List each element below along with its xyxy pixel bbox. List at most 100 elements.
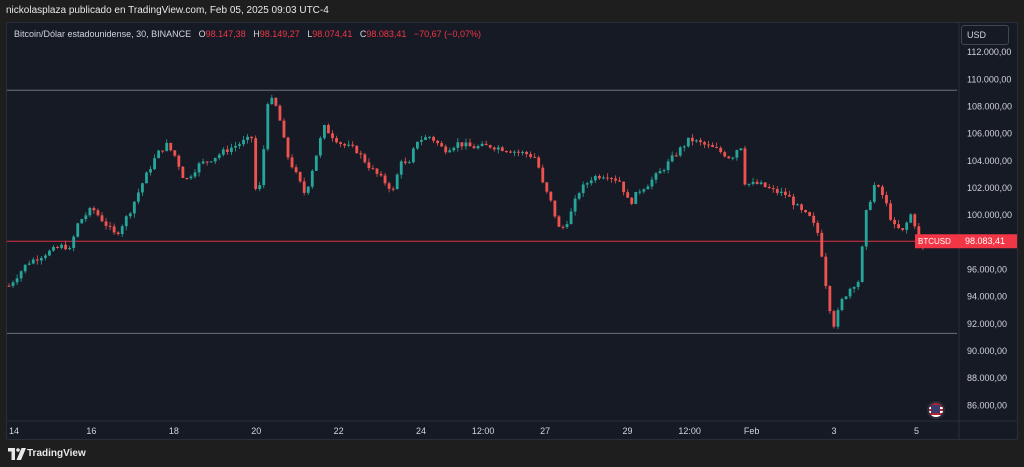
candle-body-up xyxy=(836,310,840,327)
candle-body-up xyxy=(577,193,581,199)
candle-body-up xyxy=(678,147,682,156)
candle-body-down xyxy=(100,215,104,222)
ohlc-legend: Bitcoin/Dólar estadounidense, 30, BINANC… xyxy=(14,29,481,39)
currency-button[interactable]: USD xyxy=(961,25,1009,45)
candle-body-down xyxy=(367,162,371,169)
candle-body-up xyxy=(909,214,913,223)
candle-body-up xyxy=(872,185,876,202)
time-tick-label: 16 xyxy=(86,426,96,436)
candle-body-down xyxy=(529,154,533,157)
us-flag-icon[interactable] xyxy=(927,401,945,419)
candle-body-up xyxy=(638,191,642,193)
symbol-tag-text: BTCUSD xyxy=(918,237,951,246)
candle-body-down xyxy=(440,143,444,147)
candle-body-up xyxy=(565,224,569,228)
candle-body-up xyxy=(347,144,351,146)
price-chart[interactable]: 86.000,00 88.000,00 90.000,00 92.000,00 94.0… xyxy=(7,23,1018,440)
candle-body-up xyxy=(416,141,419,149)
candle-body-down xyxy=(812,215,816,223)
symbol-title: Bitcoin/Dólar estadounidense, 30, BINANC… xyxy=(14,29,192,39)
candle-body-down xyxy=(597,176,601,179)
footer-brand: TradingView xyxy=(27,448,86,459)
candle-body-down xyxy=(64,244,68,250)
candle-body-up xyxy=(76,223,80,237)
candle-body-down xyxy=(472,146,476,149)
candle-body-down xyxy=(444,146,448,153)
candle-body-down xyxy=(509,151,512,153)
footer-bar: TradingView xyxy=(0,441,1024,467)
candle-body-up xyxy=(521,151,524,153)
candle-body-up xyxy=(428,136,431,138)
candle-body-up xyxy=(48,250,51,256)
candle-body-down xyxy=(545,182,549,192)
price-tag-bg xyxy=(959,234,1017,249)
publish-info-text: nickolasplaza publicado en TradingView.c… xyxy=(6,5,329,16)
candle-body-up xyxy=(157,150,161,159)
price-tick-label: 108.000,00 xyxy=(967,102,1012,112)
candle-body-up xyxy=(60,244,63,248)
candle-body-up xyxy=(581,184,585,194)
candle-body-up xyxy=(221,149,225,155)
candle-body-down xyxy=(771,188,775,190)
candle-body-up xyxy=(43,255,47,258)
candle-body-down xyxy=(719,147,723,153)
candle-body-down xyxy=(391,188,395,190)
candle-body-down xyxy=(610,178,613,180)
candle-body-down xyxy=(525,151,528,155)
candle-body-up xyxy=(695,140,698,142)
candle-body-down xyxy=(537,157,541,168)
close-label: C xyxy=(359,29,367,39)
candle-body-up xyxy=(796,204,799,206)
candle-body-up xyxy=(747,183,751,185)
candle-body-down xyxy=(335,138,338,143)
candle-body-down xyxy=(56,247,59,249)
candle-body-down xyxy=(711,145,715,147)
candle-body-down xyxy=(185,178,189,180)
candle-body-down xyxy=(351,144,355,146)
candle-body-up xyxy=(573,198,577,212)
candle-body-down xyxy=(553,200,557,217)
candle-body-up xyxy=(779,191,783,193)
candle-body-up xyxy=(654,173,658,180)
candle-body-down xyxy=(488,145,492,148)
candle-body-up xyxy=(634,191,638,204)
time-tick-label: 14 xyxy=(9,426,19,436)
candle-body-up xyxy=(589,180,593,184)
candle-body-up xyxy=(395,174,399,190)
candle-body-down xyxy=(108,225,112,227)
candle-body-down xyxy=(504,151,508,153)
candle-body-down xyxy=(436,140,440,144)
candle-body-down xyxy=(808,212,812,216)
candle-body-down xyxy=(225,149,229,152)
candle-body-down xyxy=(339,142,342,144)
candle-body-up xyxy=(424,137,427,140)
candle-body-down xyxy=(379,173,383,176)
candle-body-up xyxy=(31,259,35,264)
candle-body-up xyxy=(262,149,266,186)
candle-body-up xyxy=(905,222,909,230)
time-tick-label: 27 xyxy=(540,426,550,436)
tradingview-logo-icon xyxy=(8,448,26,460)
time-tick-label: 29 xyxy=(623,426,633,436)
high-label: H xyxy=(253,29,260,39)
candle-body-down xyxy=(727,156,731,159)
chart-panel[interactable]: 86.000,00 88.000,00 90.000,00 92.000,00 94.0… xyxy=(6,22,1018,440)
candle-body-up xyxy=(569,211,573,225)
candle-body-down xyxy=(375,168,379,174)
candle-body-up xyxy=(666,161,670,171)
candle-body-down xyxy=(432,136,435,141)
candle-body-down xyxy=(282,120,286,138)
candle-body-up xyxy=(860,246,864,282)
candle-body-up xyxy=(124,216,128,227)
candle-body-down xyxy=(177,155,181,167)
price-tick-label: 100.000,00 xyxy=(967,210,1012,220)
candle-body-up xyxy=(141,183,144,193)
candle-body-down xyxy=(674,155,678,157)
candle-body-up xyxy=(735,150,739,158)
candle-body-up xyxy=(136,192,140,202)
candle-body-up xyxy=(452,147,456,151)
candle-body-up xyxy=(670,155,674,162)
time-tick-label: Feb xyxy=(744,426,760,436)
candle-body-down xyxy=(767,187,771,189)
candle-body-down xyxy=(699,140,702,143)
